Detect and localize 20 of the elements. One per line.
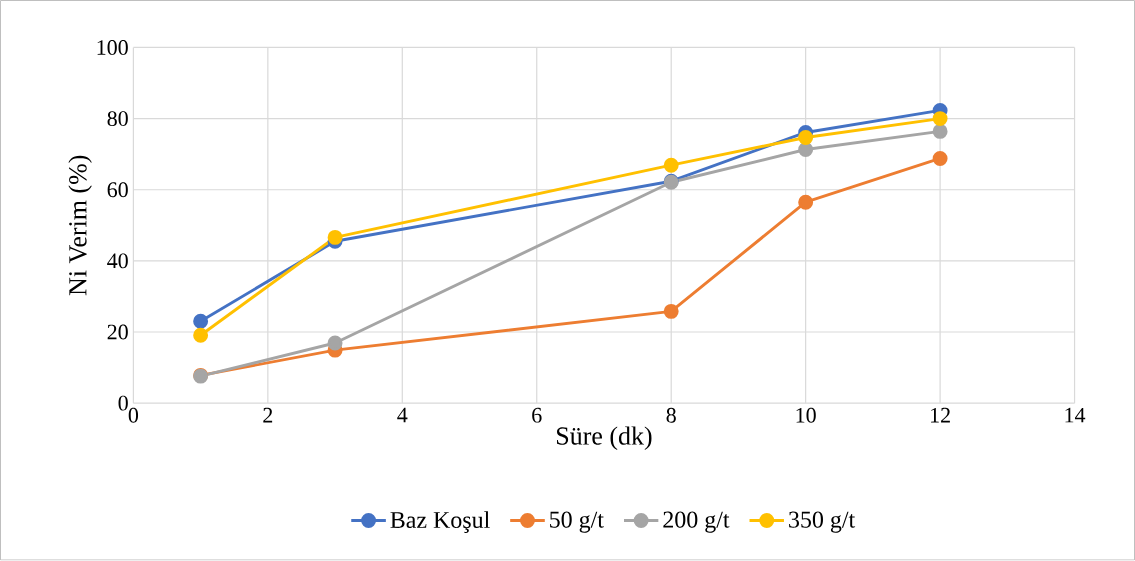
x-tick-label: 0 (128, 408, 139, 423)
y-tick-label: 80 (107, 111, 128, 127)
x-tick-label: 12 (931, 408, 950, 423)
y-tick-label: 60 (107, 182, 128, 198)
y-tick-label: 100 (97, 40, 128, 56)
y-tick-label: 40 (107, 253, 128, 269)
x-tick-label: 6 (532, 408, 542, 423)
legend-label: Baz Koşul (390, 511, 490, 534)
legend-label: 200 g/t (663, 511, 730, 533)
x-axis-title: Süre (dk) (557, 426, 652, 451)
y-axis-title: Ni Verim (%) (68, 156, 92, 296)
y-tick-label: 20 (107, 324, 128, 340)
x-tick-label: 2 (263, 408, 273, 423)
y-tick-label: 0 (118, 395, 128, 411)
x-tick-label: 8 (666, 408, 676, 423)
x-tick-label: 10 (796, 408, 816, 423)
legend-label: 50 g/t (550, 511, 604, 533)
x-tick-label: 4 (397, 408, 408, 423)
legend-label: 350 g/t (789, 511, 856, 533)
x-tick-label: 14 (1065, 408, 1086, 423)
